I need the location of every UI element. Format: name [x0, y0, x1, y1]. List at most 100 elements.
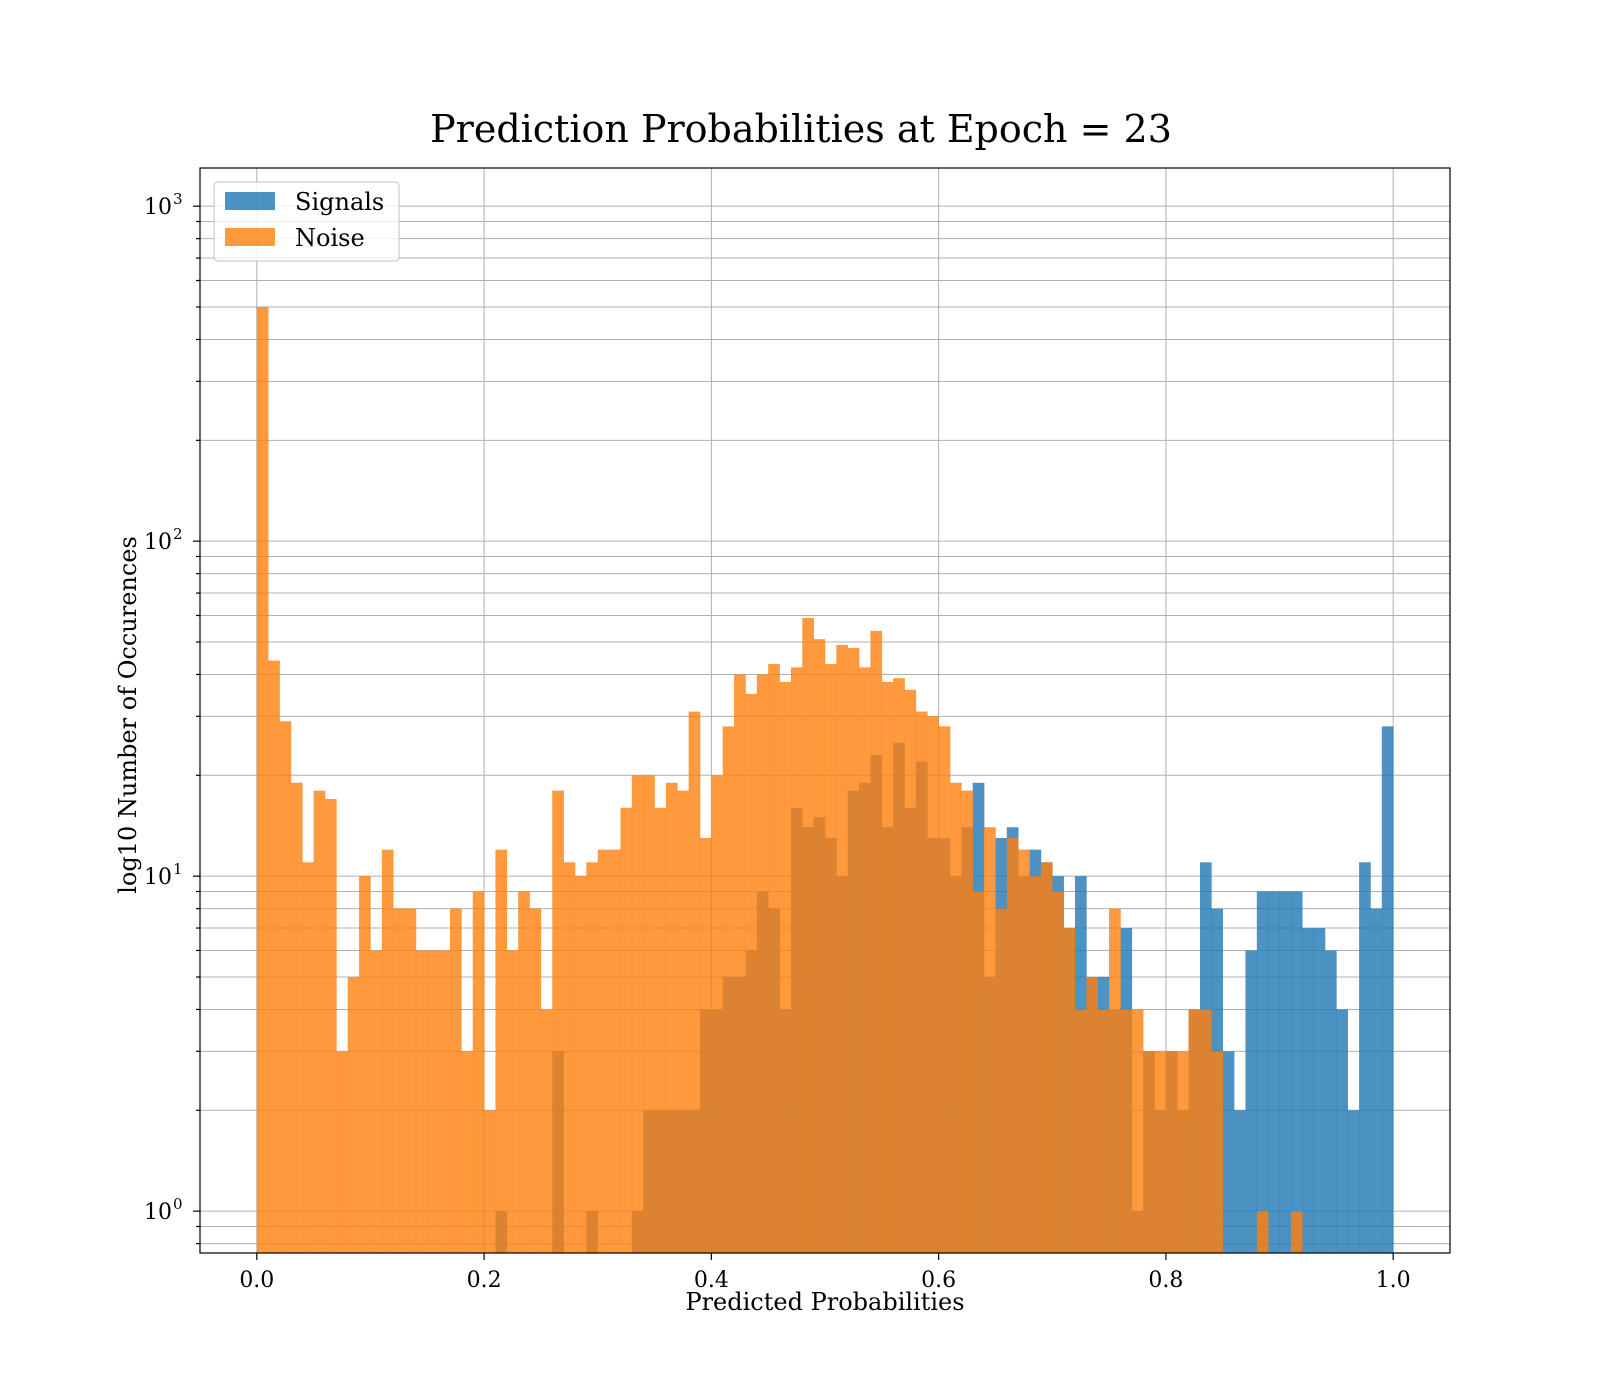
bar-noise	[302, 862, 314, 1253]
bar-noise	[1177, 1051, 1189, 1253]
bar-noise	[347, 976, 360, 1253]
bar-signals	[1222, 1051, 1235, 1253]
bar-noise	[711, 775, 724, 1253]
bar-noise	[1131, 1009, 1144, 1253]
y-tick-exponent: 3	[173, 190, 183, 208]
bar-noise	[893, 678, 905, 1253]
bar-noise	[495, 849, 508, 1253]
y-tick-label: 10	[144, 195, 172, 220]
bar-noise	[393, 908, 405, 1253]
x-tick-label: 0.2	[467, 1268, 502, 1293]
bar-signals	[1336, 1009, 1349, 1253]
bar-noise	[1256, 1211, 1269, 1253]
bar-noise	[722, 726, 735, 1253]
bar-signals	[1256, 891, 1269, 1253]
bar-noise	[734, 674, 746, 1253]
bar-noise	[438, 950, 451, 1253]
y-tick-label: 10	[144, 530, 172, 555]
y-axis-label: log10 Number of Occurences	[114, 536, 142, 894]
bar-noise	[961, 790, 974, 1253]
bar-noise	[881, 681, 894, 1253]
bar-noise	[415, 950, 428, 1253]
bar-noise	[972, 891, 985, 1253]
bar-noise	[1200, 1009, 1212, 1253]
bar-noise	[688, 711, 701, 1253]
bar-noise	[472, 891, 485, 1253]
bar-noise	[859, 667, 871, 1253]
x-tick-label: 0.4	[694, 1268, 729, 1293]
bar-noise	[427, 950, 439, 1253]
bar-noise	[1290, 1211, 1303, 1253]
bar-noise	[768, 663, 780, 1253]
bar-noise	[995, 908, 1008, 1253]
bar-signals	[1302, 928, 1314, 1253]
bar-noise	[370, 950, 383, 1253]
bar-noise	[984, 827, 996, 1253]
y-tick-exponent: 2	[173, 525, 183, 543]
bar-noise	[1063, 928, 1076, 1253]
bar-signals	[1268, 891, 1280, 1253]
bar-noise	[643, 775, 655, 1253]
bar-noise	[290, 782, 303, 1253]
bar-noise	[529, 908, 542, 1253]
bar-noise	[404, 908, 417, 1253]
legend-label-signals: Signals	[295, 188, 384, 216]
bar-noise	[915, 711, 928, 1253]
bar-noise	[609, 849, 621, 1253]
x-tick-label: 0.6	[921, 1268, 956, 1293]
bar-signals	[1359, 862, 1371, 1253]
bar-noise	[665, 782, 678, 1253]
bar-noise	[654, 807, 667, 1253]
bar-noise	[790, 667, 803, 1253]
y-tick-exponent: 1	[173, 860, 183, 878]
bar-signals	[1325, 950, 1337, 1253]
bar-noise	[506, 950, 519, 1253]
bar-noise	[461, 1051, 474, 1253]
bar-noise	[563, 862, 576, 1253]
bar-noise	[836, 644, 849, 1253]
legend-label-noise: Noise	[295, 224, 365, 252]
bar-noise	[1165, 1051, 1178, 1253]
bar-noise	[1040, 862, 1053, 1253]
bar-signals	[1234, 1110, 1246, 1253]
bar-noise	[927, 716, 939, 1253]
bar-noise	[1006, 837, 1019, 1253]
bar-signals	[1313, 928, 1326, 1253]
bar-noise	[1188, 1009, 1201, 1253]
bar-noise	[1075, 1009, 1087, 1253]
bar-noise	[313, 790, 326, 1253]
bar-noise	[779, 681, 792, 1253]
bar-noise	[1097, 1009, 1110, 1253]
bar-noise	[813, 639, 826, 1253]
bar-noise	[1211, 1051, 1224, 1253]
bar-noise	[1109, 908, 1121, 1253]
bar-noise	[631, 775, 644, 1253]
bar-noise	[756, 674, 769, 1253]
bar-noise	[450, 908, 462, 1253]
bar-noise	[700, 837, 712, 1253]
bar-noise	[1154, 1051, 1167, 1253]
bar-noise	[620, 807, 633, 1253]
bar-noise	[359, 876, 371, 1253]
bar-noise	[1143, 1051, 1155, 1253]
legend: Signals Noise	[213, 181, 400, 262]
bar-noise	[484, 1110, 496, 1253]
bar-noise	[325, 798, 337, 1253]
series-noise	[256, 307, 1303, 1253]
legend-swatch-signals	[225, 192, 275, 210]
legend-swatch-noise	[225, 228, 275, 246]
bar-noise	[1052, 891, 1064, 1253]
bar-signals	[1347, 1110, 1360, 1253]
bar-noise	[904, 689, 917, 1253]
bar-noise	[540, 1009, 553, 1253]
chart-title: Prediction Probabilities at Epoch = 23	[430, 107, 1172, 151]
bar-noise	[1086, 976, 1099, 1253]
bar-signals	[1279, 891, 1292, 1253]
bar-noise	[847, 647, 860, 1253]
bar-noise	[1120, 1009, 1133, 1253]
x-tick-label: 1.0	[1376, 1268, 1411, 1293]
bar-noise	[825, 663, 837, 1253]
bar-noise	[677, 790, 689, 1253]
